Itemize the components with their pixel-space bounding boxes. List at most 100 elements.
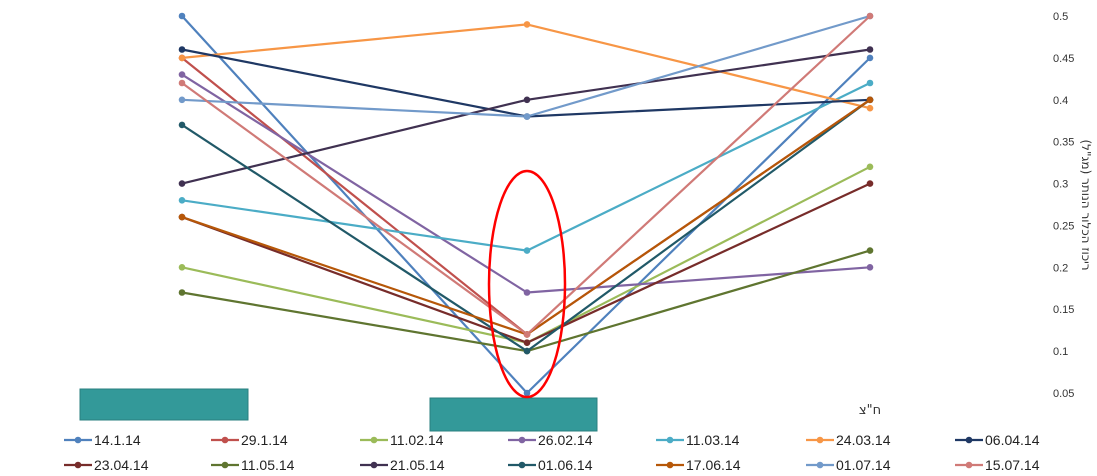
data-point xyxy=(866,163,874,171)
y-tick-label: 0.15 xyxy=(1053,304,1074,316)
legend-label: 21.05.14 xyxy=(390,457,445,473)
data-point xyxy=(178,96,186,104)
series-line xyxy=(181,182,871,344)
redaction-boxes xyxy=(79,388,598,432)
legend-label: 11.05.14 xyxy=(241,457,295,473)
legend-item: 15.07.14 xyxy=(955,457,1040,473)
x-category-label: ח"צ xyxy=(859,403,881,418)
legend-item: 06.04.14 xyxy=(955,432,1040,448)
data-point xyxy=(866,180,874,187)
legend-label: 17.06.14 xyxy=(686,457,741,473)
y-axis-label: ריכוז הכלור הנותר (מג"ל) xyxy=(1079,139,1093,270)
series-line xyxy=(181,23,871,110)
legend-swatch-marker xyxy=(666,436,674,444)
data-point xyxy=(523,389,531,397)
data-point xyxy=(523,347,531,355)
series-line xyxy=(181,73,871,294)
data-point xyxy=(178,197,186,204)
legend-item: 23.04.14 xyxy=(64,457,149,473)
legend-label: 01.07.14 xyxy=(836,457,891,473)
data-point xyxy=(866,247,874,254)
legend-swatch-marker xyxy=(816,461,824,469)
legend-swatch-marker xyxy=(666,461,674,469)
series-line xyxy=(181,98,871,336)
legend-item: 01.07.14 xyxy=(806,457,891,473)
legend-label: 01.06.14 xyxy=(538,457,593,473)
legend-label: 23.04.14 xyxy=(94,457,149,473)
legend-swatch-marker xyxy=(74,436,82,444)
data-point xyxy=(523,289,531,296)
series-points xyxy=(178,12,874,397)
data-point xyxy=(178,46,186,53)
data-point xyxy=(866,104,874,112)
legend-item: 29.1.14 xyxy=(211,432,288,448)
legend-label: 11.02.14 xyxy=(390,432,444,448)
legend-swatch-marker xyxy=(518,436,526,444)
data-point xyxy=(178,54,186,62)
data-point xyxy=(523,247,531,254)
data-point xyxy=(866,96,874,104)
series-line xyxy=(181,98,871,353)
legend-swatch-marker xyxy=(370,461,378,469)
legend-swatch-marker xyxy=(221,461,229,469)
legend-item: 26.02.14 xyxy=(508,432,593,448)
legend-label: 26.02.14 xyxy=(538,432,593,448)
data-point xyxy=(523,331,531,338)
data-point xyxy=(178,12,186,20)
legend-label: 15.07.14 xyxy=(985,457,1040,473)
y-tick-label: 0.4 xyxy=(1053,95,1068,107)
data-point xyxy=(866,12,874,20)
y-tick-label: 0.05 xyxy=(1053,388,1074,400)
legend-swatch-marker xyxy=(518,461,526,469)
legend-item: 11.03.14 xyxy=(656,432,740,448)
legend-swatch-marker xyxy=(816,436,824,444)
y-tick-label: 0.3 xyxy=(1053,179,1068,191)
data-point xyxy=(866,46,874,53)
y-tick-label: 0.2 xyxy=(1053,262,1068,274)
y-tick-label: 0.1 xyxy=(1053,346,1068,358)
legend-label: 14.1.14 xyxy=(94,432,141,448)
legend-swatch-marker xyxy=(74,461,82,469)
legend-swatch-marker xyxy=(370,436,378,444)
data-point xyxy=(178,264,186,271)
legend-swatch-marker xyxy=(965,461,973,469)
data-point xyxy=(178,213,186,221)
legend-item: 01.06.14 xyxy=(508,457,593,473)
legend-item: 14.1.14 xyxy=(64,432,141,448)
series-line xyxy=(181,82,871,252)
redaction-box xyxy=(429,397,598,432)
x-axis-categories: ח"צ xyxy=(859,403,881,418)
data-point xyxy=(178,121,186,129)
legend-item: 21.05.14 xyxy=(360,457,445,473)
data-point xyxy=(523,113,531,120)
data-point xyxy=(178,71,186,78)
legend-item: 17.06.14 xyxy=(656,457,741,473)
legend-swatch-marker xyxy=(965,436,973,444)
legend-label: 24.03.14 xyxy=(836,432,891,448)
legend-label: 11.03.14 xyxy=(686,432,740,448)
data-point xyxy=(178,180,186,187)
legend-label: 06.04.14 xyxy=(985,432,1040,448)
legend-swatch-marker xyxy=(221,436,229,444)
data-point xyxy=(866,264,874,271)
legend-label: 29.1.14 xyxy=(241,432,288,448)
data-point xyxy=(178,79,186,87)
redaction-box xyxy=(79,388,249,421)
legend-item: 11.02.14 xyxy=(360,432,444,448)
legend-item: 11.05.14 xyxy=(211,457,295,473)
data-point xyxy=(866,79,874,87)
y-tick-label: 0.45 xyxy=(1053,53,1074,65)
data-point xyxy=(866,54,874,62)
data-point xyxy=(523,21,531,28)
data-point xyxy=(178,289,186,296)
y-tick-label: 0.25 xyxy=(1053,220,1074,232)
highlight-ellipse xyxy=(487,169,567,399)
legend-item: 24.03.14 xyxy=(806,432,891,448)
data-point xyxy=(523,96,531,104)
legend: 14.1.14 29.1.14 11.02.14 26.02.14 11.03.14 24… xyxy=(64,432,1040,473)
y-tick-label: 0.5 xyxy=(1053,11,1068,23)
y-axis-ticks: 0.05 0.1 0.15 0.2 0.25 0.3 0.35 0.4 0.45 0.5 xyxy=(1053,11,1074,400)
y-tick-label: 0.35 xyxy=(1053,137,1074,149)
data-point xyxy=(523,339,531,347)
